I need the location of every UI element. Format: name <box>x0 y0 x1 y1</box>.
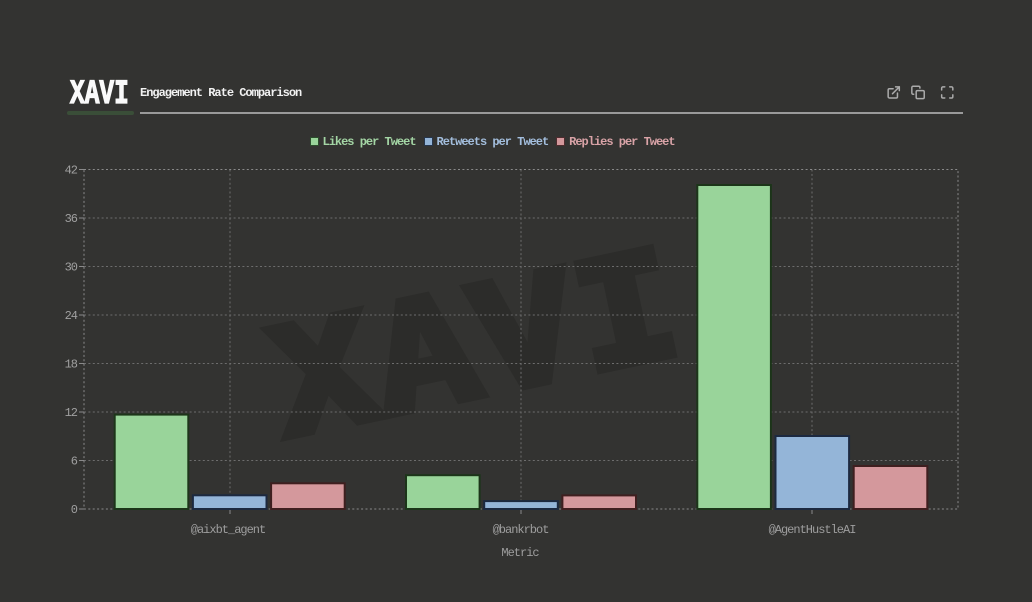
svg-text:Metric: Metric <box>501 546 539 560</box>
svg-text:18: 18 <box>65 357 78 371</box>
svg-text:30: 30 <box>65 260 78 274</box>
svg-text:XAVI: XAVI <box>259 217 700 483</box>
svg-text:36: 36 <box>65 212 78 226</box>
svg-text:@bankrbot: @bankrbot <box>493 523 549 537</box>
svg-text:@AgentHustleAI: @AgentHustleAI <box>769 523 856 537</box>
svg-text:12: 12 <box>65 406 78 420</box>
svg-text:42: 42 <box>65 163 78 177</box>
svg-text:@aixbt_agent: @aixbt_agent <box>191 523 265 537</box>
svg-text:6: 6 <box>71 454 78 468</box>
svg-text:24: 24 <box>65 309 78 323</box>
svg-text:0: 0 <box>71 503 78 517</box>
